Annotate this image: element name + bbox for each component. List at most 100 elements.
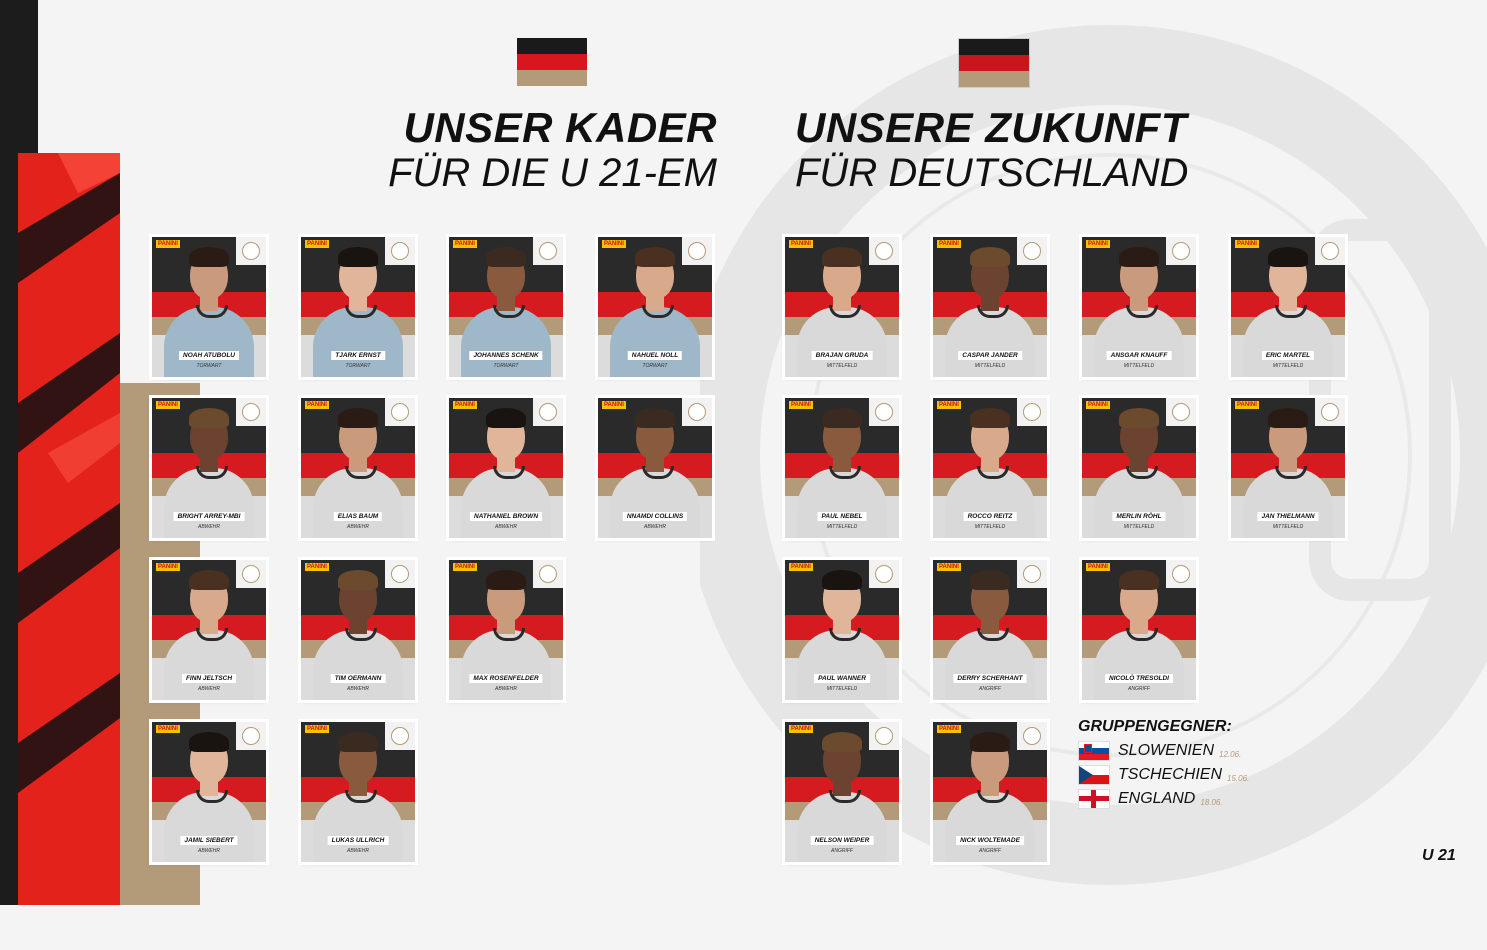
player-sticker: PANINI PAUL WANNER MITTELFELD [785, 560, 899, 700]
czech-flag-icon [1078, 765, 1110, 785]
sticker-art: PANINI [449, 560, 563, 700]
player-sticker: PANINI FINN JELTSCH ABWEHR [152, 560, 266, 700]
heading-right: UNSERE ZUKUNFT FÜR DEUTSCHLAND [795, 106, 1188, 196]
player-position: TORWART [196, 363, 222, 369]
player-position: ABWEHR [347, 686, 369, 692]
dfb-badge-icon [1172, 242, 1190, 260]
player-name: JAMIL SIEBERT [180, 836, 238, 845]
player-sticker: PANINI JAMIL SIEBERT ABWEHR [152, 722, 266, 862]
player-sticker: PANINI DERRY SCHERHANT ANGRIFF [933, 560, 1047, 700]
dfb-badge-icon [1321, 242, 1339, 260]
player-name: JAN THIELMANN [1257, 512, 1319, 521]
dfb-badge-icon [539, 565, 557, 583]
german-flag-right [958, 38, 1030, 88]
dfb-badge-icon [539, 242, 557, 260]
player-name: FINN JELTSCH [181, 674, 237, 683]
player-position: ABWEHR [347, 848, 369, 854]
player-name: MERLIN RÖHL [1112, 512, 1166, 521]
heading-right-big: UNSERE ZUKUNFT [795, 104, 1187, 151]
player-position: ABWEHR [198, 686, 220, 692]
dfb-badge-icon [242, 403, 260, 421]
footer-label: U 21 [1422, 847, 1456, 864]
player-name: TJARK ERNST [331, 351, 385, 360]
player-position: ANGRIFF [979, 848, 1001, 854]
panini-logo: PANINI [453, 240, 477, 248]
player-sticker: PANINI MAX ROSENFELDER ABWEHR [449, 560, 563, 700]
player-name: PAUL WANNER [814, 674, 870, 683]
heading-left-small: FÜR DIE U 21-EM [388, 151, 717, 195]
sticker-art: PANINI [301, 722, 415, 862]
heading-right-small: FÜR DEUTSCHLAND [795, 151, 1189, 195]
player-position: MITTELFELD [974, 363, 1006, 369]
player-position: MITTELFELD [1272, 524, 1304, 530]
dfb-badge-icon [391, 727, 409, 745]
opponent-date: 12.06. [1219, 749, 1242, 759]
player-position: MITTELFELD [826, 686, 858, 692]
player-name: BRIGHT ARREY-MBI [173, 512, 245, 521]
player-position: MITTELFELD [1123, 524, 1155, 530]
panini-logo: PANINI [602, 401, 626, 409]
panini-logo: PANINI [453, 563, 477, 571]
player-name: JOHANNES SCHENK [469, 351, 543, 360]
player-position: TORWART [493, 363, 519, 369]
sticker-art: PANINI [1231, 398, 1345, 538]
player-sticker: PANINI NELSON WEIPER ANGRIFF [785, 722, 899, 862]
panini-logo: PANINI [1086, 401, 1110, 409]
sticker-art: PANINI [152, 398, 266, 538]
dfb-badge-icon [1023, 242, 1041, 260]
sticker-art: PANINI [301, 398, 415, 538]
dfb-badge-icon [1172, 403, 1190, 421]
player-name: NICK WOLTEMADE [956, 836, 1024, 845]
player-name: CASPAR JANDER [958, 351, 1022, 360]
sticker-art: PANINI [933, 398, 1047, 538]
panini-logo: PANINI [789, 725, 813, 733]
player-sticker: PANINI MERLIN RÖHL MITTELFELD [1082, 398, 1196, 538]
player-name: NELSON WEIPER [810, 836, 874, 845]
panini-logo: PANINI [937, 725, 961, 733]
player-name: ELIAS BAUM [333, 512, 383, 521]
sticker-art: PANINI [785, 237, 899, 377]
opponent-date: 18.06. [1200, 797, 1223, 807]
german-flag-left [517, 38, 587, 86]
sticker-art: PANINI [1082, 560, 1196, 700]
panini-logo: PANINI [937, 401, 961, 409]
player-sticker: PANINI TJARK ERNST TORWART [301, 237, 415, 377]
panini-logo: PANINI [937, 240, 961, 248]
sticker-art: PANINI [785, 560, 899, 700]
panini-logo: PANINI [937, 563, 961, 571]
panini-logo: PANINI [156, 240, 180, 248]
sticker-art: PANINI [933, 560, 1047, 700]
panini-logo: PANINI [789, 401, 813, 409]
player-name: NAHUEL NOLL [627, 351, 683, 360]
player-name: NATHANIEL BROWN [469, 512, 543, 521]
opponent-date: 15.06. [1227, 773, 1250, 783]
player-name: NICOLÒ TRESOLDI [1105, 674, 1173, 683]
panini-logo: PANINI [1235, 240, 1259, 248]
player-name: ROCCO REITZ [963, 512, 1017, 521]
player-name: MAX ROSENFELDER [469, 674, 543, 683]
panini-logo: PANINI [156, 725, 180, 733]
dfb-badge-icon [539, 403, 557, 421]
sticker-art: PANINI [933, 722, 1047, 862]
player-position: ABWEHR [495, 524, 517, 530]
player-position: ABWEHR [198, 524, 220, 530]
panini-logo: PANINI [1086, 563, 1110, 571]
panini-logo: PANINI [305, 240, 329, 248]
dfb-badge-icon [242, 727, 260, 745]
sticker-art: PANINI [301, 237, 415, 377]
group-opponents: GRUPPENGEGNER: SLOWENIEN 12.06. TSCHECHI… [1078, 718, 1249, 811]
opponent-row: TSCHECHIEN 15.06. [1078, 763, 1249, 787]
player-position: MITTELFELD [826, 363, 858, 369]
player-position: TORWART [642, 363, 668, 369]
dfb-badge-icon [875, 242, 893, 260]
sticker-art: PANINI [933, 237, 1047, 377]
player-sticker: PANINI BRIGHT ARREY-MBI ABWEHR [152, 398, 266, 538]
opponent-country: TSCHECHIEN [1118, 766, 1223, 783]
player-position: ABWEHR [198, 848, 220, 854]
player-sticker: PANINI CASPAR JANDER MITTELFELD [933, 237, 1047, 377]
player-sticker: PANINI BRAJAN GRUDA MITTELFELD [785, 237, 899, 377]
player-sticker: PANINI LUKAS ULLRICH ABWEHR [301, 722, 415, 862]
panini-logo: PANINI [156, 563, 180, 571]
heading-left-big: UNSER KADER [403, 104, 717, 151]
player-name: NOAH ATUBOLU [179, 351, 239, 360]
